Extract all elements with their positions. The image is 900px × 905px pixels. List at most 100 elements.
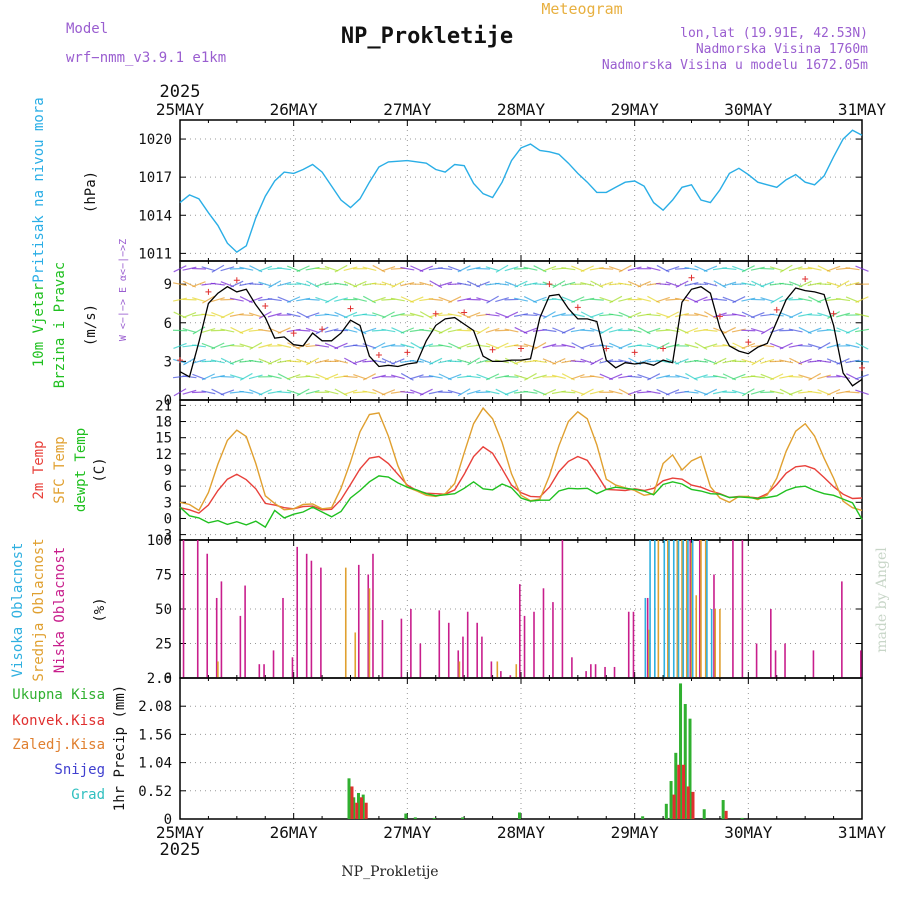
pressure-unit: (hPa) (83, 171, 99, 213)
wind-barb (467, 376, 481, 378)
x-label-top: 29MAY (611, 100, 660, 119)
wind-barb (580, 330, 594, 331)
wind-barb (259, 389, 272, 395)
wind-barb (372, 284, 386, 285)
wind-gust-marker (802, 276, 808, 282)
wind-barb (401, 373, 413, 380)
x-label-top: 27MAY (383, 100, 432, 119)
wind-barb (401, 328, 414, 333)
wind-barb (392, 281, 404, 287)
precip-bar-convective (677, 765, 680, 819)
wind-barb (779, 283, 793, 285)
panel-precip: 00.521.041.562.082.6 (138, 671, 862, 828)
wind-barb (581, 389, 593, 396)
wind-barb (694, 361, 708, 362)
wind-barb (817, 284, 831, 285)
cloud-side-label-mid: Srednja Oblacnost (31, 538, 47, 681)
wind-barb (704, 266, 717, 271)
wind-barb (220, 376, 234, 377)
wind-barb (751, 376, 765, 378)
ytick-label-clouds: 75 (155, 568, 172, 584)
precip-bar-convective (351, 786, 354, 819)
wind-barb (732, 284, 746, 285)
ytick-label-temperature: 0 (164, 511, 172, 527)
wind-barb (391, 359, 404, 364)
wind-barb (770, 314, 784, 316)
ytick-label-precip: 1.04 (138, 756, 172, 772)
temp-sfc-line (180, 408, 862, 510)
pressure-side-label: Pritisak na nivou mora (hPa) (31, 97, 99, 282)
wind-barb (571, 297, 584, 303)
precip-bar-total (404, 814, 407, 819)
precip-side-label: Ukupna Kisa Konvek.Kisa Zaledj.Kisa Snij… (12, 685, 128, 811)
wind-barb (373, 343, 385, 349)
ytick-label-temperature: 12 (155, 447, 172, 463)
x-label-bottom: 28MAY (497, 823, 546, 842)
wind-barb (335, 343, 348, 348)
wind-gust-marker (348, 306, 354, 312)
wind-barb (211, 283, 225, 285)
wind-barb (411, 343, 423, 350)
wind-barb (192, 345, 206, 347)
wind-barb (496, 343, 509, 349)
temp-dewpt-line (180, 476, 862, 527)
x-label-top: 26MAY (270, 100, 319, 119)
wind-barb (647, 374, 659, 380)
wind-barb (533, 284, 547, 285)
precip-bar-total (518, 812, 521, 819)
temp-side-label: 2m Temp SFC Temp dewpt Temp (C) (31, 428, 108, 512)
cloud-side-label: Visoka Oblacnost Srednja Oblacnost Niska… (10, 538, 108, 681)
wind-barb (780, 265, 792, 272)
wind-barb (846, 392, 860, 393)
temp-2m-line (180, 447, 862, 513)
watermark: made by Angel (874, 547, 890, 653)
ytick-label-pressure: 1017 (138, 170, 172, 186)
wind-barb (496, 265, 508, 272)
wind-barb (713, 346, 727, 347)
wind-barb (315, 268, 329, 269)
wind-barb (798, 346, 812, 347)
x-label-top: 30MAY (724, 100, 773, 119)
wind-gust-marker (745, 339, 751, 345)
x-label-bottom: 30MAY (724, 823, 773, 842)
wind-barb (277, 392, 291, 393)
wind-barb (429, 299, 443, 300)
precip-bar-total (670, 781, 673, 819)
wind-barb (296, 330, 310, 331)
wind-barb (619, 265, 631, 272)
wind-barb (637, 345, 651, 346)
wind-side-label-line2: Brzina i Pravac (52, 262, 68, 388)
wind-barb (722, 268, 736, 269)
wind-barb (666, 390, 679, 395)
wind-barb (703, 330, 717, 331)
ytick-label-precip: 0.52 (138, 784, 172, 800)
x-label-bottom: 29MAY (611, 823, 660, 842)
wind-barb (212, 343, 225, 349)
wind-side-label-line1: 10m Vjetar (31, 283, 47, 367)
wind-barb (552, 359, 565, 365)
precip-legend-total: Ukupna Kisa (12, 687, 105, 703)
wind-barb (287, 361, 301, 362)
wind-barb (789, 312, 802, 318)
temp-side-label-2m: 2m Temp (31, 440, 47, 499)
ytick-label-temperature: 18 (155, 415, 172, 431)
precip-bar-convective (682, 765, 685, 819)
model-name: wrf−nmm_v3.9.1 e1km (66, 50, 226, 66)
precip-bar-convective (692, 792, 695, 819)
wind-barb (789, 376, 803, 377)
wind-barb (335, 265, 347, 272)
wind-barb (438, 268, 452, 269)
wind-barb (676, 281, 688, 287)
wind-barb (562, 328, 575, 334)
ytick-label-wind: 6 (164, 316, 172, 332)
wind-barb (590, 299, 604, 300)
x-label-top: 25MAY (156, 100, 205, 119)
wind-barb (240, 373, 252, 380)
cloud-side-label-low: Niska Oblacnost (52, 547, 68, 673)
wind-barb (704, 312, 716, 319)
ytick-label-temperature: 6 (164, 479, 172, 495)
